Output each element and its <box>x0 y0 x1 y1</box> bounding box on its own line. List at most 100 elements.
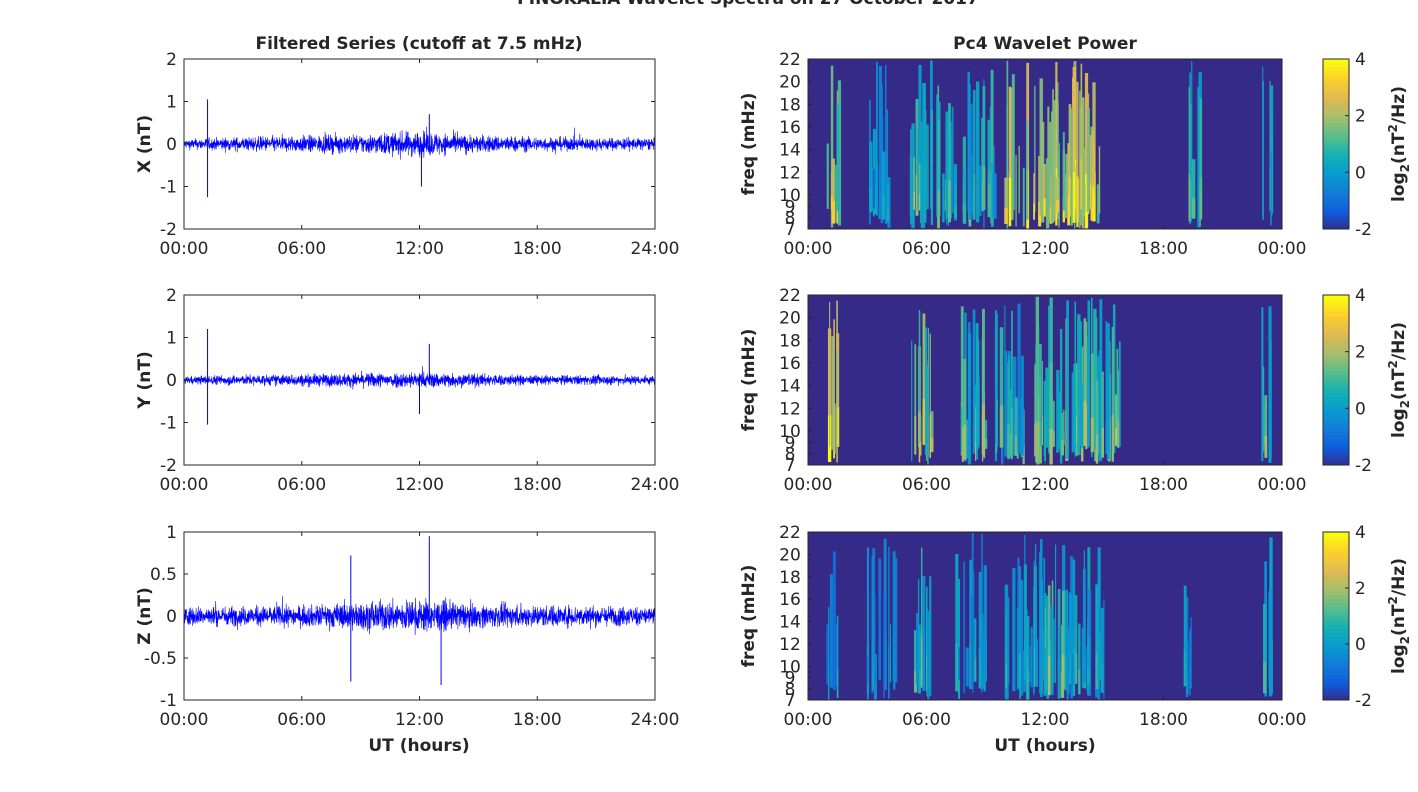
power-streak <box>1084 73 1089 229</box>
colorbar-band <box>1323 320 1349 326</box>
colorbar-band <box>1323 350 1349 355</box>
power-streak <box>961 361 964 462</box>
x-tick-label: 24:00 <box>631 239 680 259</box>
power-streak-core <box>869 187 873 213</box>
power-streak <box>920 547 923 686</box>
colorbar-label: log2(nT2/Hz) <box>1386 322 1412 438</box>
colorbar-band <box>1323 93 1349 98</box>
y-tick-label: 20 <box>779 309 801 329</box>
colorbar-band <box>1323 186 1349 192</box>
colorbar-band <box>1323 418 1349 423</box>
colorbar-band <box>1323 169 1349 175</box>
colorbar-tick-label: -2 <box>1355 456 1372 476</box>
power-streak <box>1114 394 1118 446</box>
power-streak <box>1043 557 1046 697</box>
power-streak <box>1049 122 1052 221</box>
y-tick-label: 14 <box>779 377 801 397</box>
power-streak-core <box>1007 424 1010 459</box>
power-streak <box>1081 97 1085 229</box>
colorbar-band <box>1323 401 1349 406</box>
y-tick-label: 0 <box>166 135 177 155</box>
power-streak-core <box>1072 172 1075 223</box>
y-tick-label: -1 <box>160 178 177 198</box>
power-streak <box>981 533 983 693</box>
power-streak-core <box>981 178 984 211</box>
y-tick-label: 1 <box>166 523 177 543</box>
power-streak <box>1005 614 1008 689</box>
power-streak-core <box>913 191 915 210</box>
power-streak <box>1046 626 1048 691</box>
colorbar-band <box>1323 388 1349 394</box>
power-streak <box>1058 392 1062 450</box>
colorbar-band <box>1323 307 1349 313</box>
power-streak <box>866 547 870 695</box>
power-streak-core <box>983 438 988 449</box>
power-streak <box>1088 589 1092 696</box>
power-streak <box>1262 366 1265 452</box>
power-streak-core <box>1199 189 1201 227</box>
colorbar-band <box>1323 624 1349 630</box>
power-streak-core <box>1075 652 1078 684</box>
power-streak <box>1006 60 1009 229</box>
colorbar-band <box>1323 658 1349 663</box>
power-streak <box>871 655 874 688</box>
power-streak <box>892 551 896 681</box>
power-streak <box>866 656 870 683</box>
x-tick-label: 00:00 <box>784 475 833 495</box>
power-streak <box>1007 362 1010 459</box>
colorbar-band <box>1323 544 1349 550</box>
power-streak-core <box>888 645 890 699</box>
y-tick-label: 18 <box>779 331 801 351</box>
power-streak-core <box>1076 176 1079 228</box>
power-streak <box>1087 300 1091 447</box>
power-streak-core <box>1114 427 1118 446</box>
power-streak <box>1049 362 1053 465</box>
power-streak-core <box>914 415 917 455</box>
x-tick-label: 12:00 <box>1021 239 1070 259</box>
y-tick-label: 16 <box>779 590 801 610</box>
power-streak <box>982 636 986 688</box>
power-streak-core <box>1183 651 1187 687</box>
y-tick-label: 12 <box>779 399 801 419</box>
colorbar-band <box>1323 367 1349 372</box>
power-streak-core <box>926 654 928 691</box>
series-panel-y: 00:00 06:00 12:00 18:00 24:00 -2 -1 0 1 2 Y (nT) <box>135 286 680 495</box>
y-tick-label: 12 <box>779 163 801 183</box>
power-streak <box>1105 321 1108 455</box>
power-streak <box>1077 314 1081 456</box>
y-tick-label: 2 <box>166 286 177 306</box>
colorbar-band <box>1323 67 1349 73</box>
power-streak-core <box>948 180 951 223</box>
power-streak-core <box>1019 652 1021 700</box>
power-streak <box>919 310 921 453</box>
colorbar-band <box>1323 561 1349 567</box>
power-streak <box>919 415 922 456</box>
colorbar-band <box>1323 607 1349 613</box>
power-streak <box>920 156 924 229</box>
colorbar-tick-label: 2 <box>1355 107 1366 127</box>
power-streak <box>1021 355 1024 456</box>
power-streak <box>1097 547 1101 681</box>
spectrum-streaks <box>826 60 1274 229</box>
power-streak-core <box>937 190 940 229</box>
colorbar: 4 2 0 -2 log2(nT2/Hz) <box>1322 286 1412 476</box>
power-streak <box>993 145 995 219</box>
y-tick-label: 22 <box>779 523 801 543</box>
colorbar-band <box>1323 637 1349 642</box>
power-streak <box>1065 153 1068 218</box>
power-streak <box>969 559 973 689</box>
y-tick-label: 7 <box>785 691 796 711</box>
colorbar-band <box>1323 603 1349 609</box>
power-streak <box>958 647 960 681</box>
power-streak <box>996 313 998 447</box>
power-streak <box>1101 371 1104 458</box>
power-streak <box>1269 81 1271 212</box>
power-streak <box>976 81 980 223</box>
power-streak <box>1262 66 1264 217</box>
power-streak <box>960 406 963 453</box>
power-streak-core <box>987 182 991 218</box>
power-streak <box>831 336 835 450</box>
power-streak <box>1045 158 1049 229</box>
y-tick-label: 18 <box>779 568 801 588</box>
colorbar-band <box>1323 452 1349 457</box>
